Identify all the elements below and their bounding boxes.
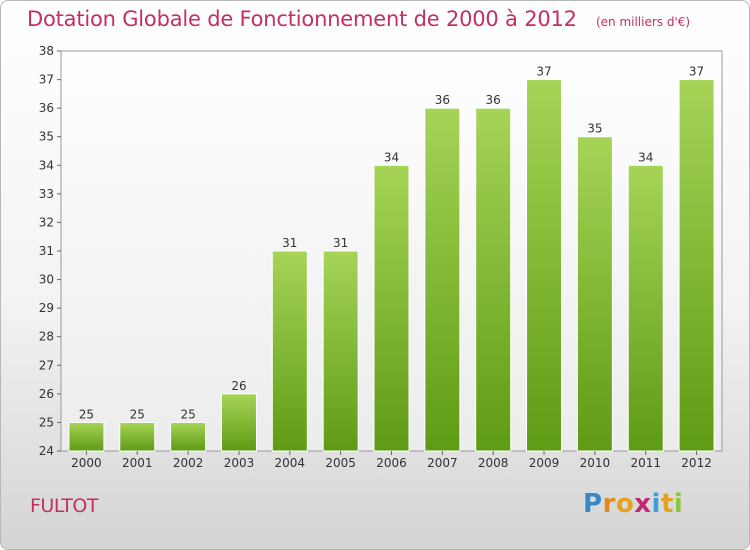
logo-letter: r xyxy=(602,489,616,519)
y-tick-label: 26 xyxy=(39,387,54,401)
y-tick-label: 31 xyxy=(39,244,54,258)
bar-value-label: 35 xyxy=(587,122,602,136)
bar xyxy=(678,79,715,452)
bar-value-label: 37 xyxy=(689,65,704,79)
y-tick-label: 38 xyxy=(39,44,54,58)
x-tick-label: 2004 xyxy=(275,456,306,470)
y-tick-label: 33 xyxy=(39,187,54,201)
y-tick-label: 25 xyxy=(39,415,54,429)
x-tick-label: 2000 xyxy=(71,456,102,470)
bar-value-label: 34 xyxy=(638,150,653,164)
y-tick-label: 27 xyxy=(39,358,54,372)
bar xyxy=(220,393,257,452)
logo-letter: i xyxy=(651,489,661,519)
bar-value-label: 34 xyxy=(384,150,399,164)
logo-letter: t xyxy=(660,489,674,519)
bar-value-label: 25 xyxy=(79,407,94,421)
bar-value-label: 31 xyxy=(282,236,297,250)
x-tick-label: 2005 xyxy=(325,456,356,470)
x-tick-label: 2012 xyxy=(681,456,712,470)
bar-value-label: 25 xyxy=(130,407,145,421)
bar-value-label: 36 xyxy=(486,93,501,107)
bar xyxy=(271,250,308,452)
bar xyxy=(170,421,207,452)
y-tick-label: 30 xyxy=(39,273,54,287)
logo-letter: o xyxy=(615,489,635,519)
bar xyxy=(424,107,461,452)
y-tick-label: 35 xyxy=(39,130,54,144)
logo-letter: i xyxy=(673,489,684,519)
y-tick-label: 24 xyxy=(39,444,54,458)
y-tick-label: 36 xyxy=(39,101,54,115)
y-tick-label: 28 xyxy=(39,330,54,344)
logo-letter: x xyxy=(634,489,652,519)
bar xyxy=(576,136,613,452)
y-tick-label: 37 xyxy=(39,73,54,87)
bar xyxy=(373,164,410,452)
logo-letter: P xyxy=(583,489,603,519)
bar xyxy=(322,250,359,452)
y-tick-label: 34 xyxy=(39,158,54,172)
y-tick-label: 32 xyxy=(39,215,54,229)
bar-value-label: 31 xyxy=(333,236,348,250)
bar xyxy=(475,107,512,452)
x-tick-label: 2001 xyxy=(122,456,153,470)
bar-value-label: 36 xyxy=(435,93,450,107)
bar xyxy=(68,421,105,452)
bar-value-label: 26 xyxy=(231,379,246,393)
x-tick-label: 2010 xyxy=(580,456,611,470)
x-tick-label: 2009 xyxy=(529,456,560,470)
bar-value-label: 37 xyxy=(536,65,551,79)
chart-unit: (en milliers d'€) xyxy=(595,15,691,29)
x-tick-label: 2008 xyxy=(478,456,509,470)
bar xyxy=(526,79,563,452)
x-tick-label: 2006 xyxy=(376,456,407,470)
x-tick-label: 2003 xyxy=(224,456,255,470)
bar-value-label: 25 xyxy=(180,407,195,421)
x-tick-label: 2002 xyxy=(173,456,204,470)
chart-title: Dotation Globale de Fonctionnement de 20… xyxy=(27,7,577,31)
x-tick-label: 2007 xyxy=(427,456,458,470)
chart-title-block: Dotation Globale de Fonctionnement de 20… xyxy=(27,7,690,31)
bar xyxy=(627,164,664,452)
y-tick-label: 29 xyxy=(39,301,54,315)
proxiti-logo: Proxiti xyxy=(583,489,683,519)
bar xyxy=(119,421,156,452)
commune-name: FULTOT xyxy=(30,495,98,517)
x-tick-label: 2011 xyxy=(630,456,661,470)
